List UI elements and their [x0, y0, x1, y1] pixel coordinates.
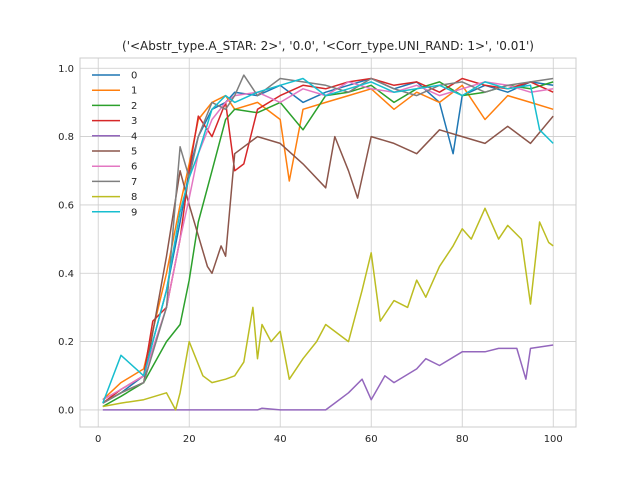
legend-label-1: 1 [131, 86, 137, 97]
y-tick-label: 0.0 [58, 405, 74, 416]
y-tick-label: 0.6 [58, 200, 74, 211]
y-tick-label: 0.4 [58, 269, 74, 280]
y-tick-label: 1.0 [58, 64, 74, 75]
x-tick-label: 20 [183, 434, 196, 445]
legend-label-3: 3 [131, 116, 137, 127]
legend-label-6: 6 [131, 162, 137, 173]
legend-label-4: 4 [131, 131, 137, 142]
series-line-8 [102, 207, 554, 411]
series-line-2 [102, 81, 554, 408]
series-lines [102, 74, 554, 411]
plot-border [79, 57, 577, 428]
legend-label-5: 5 [131, 147, 137, 158]
x-tick-label: 100 [544, 434, 563, 445]
x-tick-label: 60 [365, 434, 378, 445]
legend-label-7: 7 [131, 177, 137, 188]
series-line-9 [102, 77, 554, 404]
series-line-5 [102, 115, 554, 404]
series-line-6 [102, 81, 554, 401]
series-line-4 [102, 344, 554, 411]
legend-label-9: 9 [131, 207, 137, 218]
plot-area [80, 58, 576, 427]
chart-title: ('<Abstr_type.A_STAR: 2>', '0.0', '<Corr… [122, 39, 534, 53]
y-tick-label: 0.2 [58, 337, 74, 348]
x-tick-label: 80 [456, 434, 469, 445]
legend-label-0: 0 [131, 71, 137, 82]
x-tick-label: 40 [274, 434, 287, 445]
legend-label-2: 2 [131, 101, 137, 112]
legend: 0 1 2 3 4 5 6 7 8 9 [92, 71, 137, 218]
x-tick-label: 0 [95, 434, 101, 445]
legend-label-8: 8 [131, 192, 137, 203]
y-tick-label: 0.8 [58, 132, 74, 143]
series-line-1 [102, 84, 554, 401]
series-line-7 [102, 74, 554, 404]
